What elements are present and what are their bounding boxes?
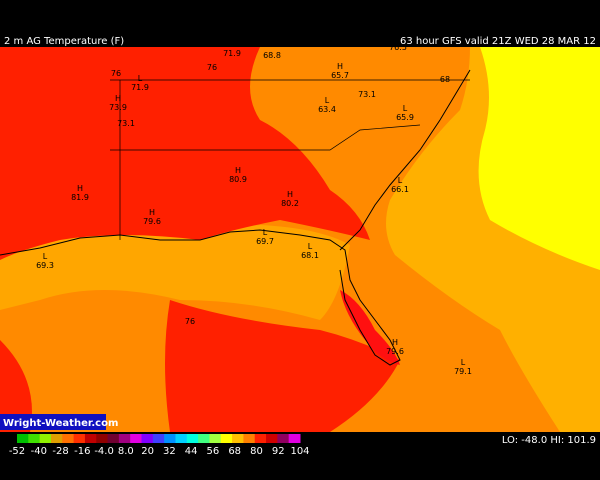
colorbar-swatch [254, 434, 267, 443]
marker-value: 71.9 [131, 83, 149, 92]
colorbar-swatch [17, 434, 29, 443]
marker-value: 71.9 [223, 49, 241, 58]
colorbar-swatch [288, 434, 301, 443]
colorbar-swatch [84, 434, 97, 443]
marker-value: 79.6 [143, 217, 161, 226]
temp-field [340, 290, 400, 365]
colorbar-swatch [39, 434, 52, 443]
colorbar-label: 20 [141, 446, 154, 457]
marker-value: 81.9 [71, 193, 89, 202]
colorbar-swatch [232, 434, 244, 443]
marker-symbol: H [149, 208, 155, 217]
colorbar-swatch [107, 434, 120, 443]
colorbar-swatch [73, 434, 86, 443]
colorbar-label: -40 [31, 446, 47, 457]
colorbar-swatch [28, 434, 41, 443]
colorbar-swatch [62, 434, 75, 443]
colorbar-label: 56 [207, 446, 220, 457]
marker-value: 66.1 [391, 185, 409, 194]
marker-symbol: L [308, 242, 313, 251]
marker-value: 73.9 [109, 103, 127, 112]
colorbar-swatch [209, 434, 222, 443]
marker-symbol: L [263, 228, 268, 237]
colorbar-swatch [198, 434, 210, 443]
model-info: 63 hour GFS valid 21Z WED 28 MAR 12 [400, 36, 596, 47]
colorbar-swatch [266, 434, 278, 443]
marker-value: 68 [440, 75, 450, 84]
colorbar-swatch [277, 434, 290, 443]
marker-symbol: H [287, 190, 293, 199]
marker-value: 63.4 [318, 105, 336, 114]
marker-value: 79.1 [454, 367, 472, 376]
marker-value: 76 [111, 69, 121, 78]
marker-symbol: L [138, 74, 143, 83]
marker-value: 73.1 [358, 90, 376, 99]
coastline [0, 229, 401, 366]
temp-field [0, 47, 370, 260]
marker-value: 69.3 [36, 261, 54, 270]
colorbar-label: 8.0 [118, 446, 134, 457]
brand: Wright-Weather.com [3, 418, 118, 429]
colorbar: -52 -40 -28 -16 -4.0 8.0 20 32 44 56 68 80 92 104 [9, 434, 310, 457]
colorbar-label: -52 [9, 446, 25, 457]
map-area [0, 47, 600, 432]
marker-symbol: H [115, 94, 121, 103]
marker-symbol: H [337, 62, 343, 71]
colorbar-swatch [175, 434, 188, 443]
marker-symbol: L [461, 358, 466, 367]
colorbar-swatch [141, 434, 154, 443]
colorbar-swatch [164, 434, 176, 443]
marker-value: 76 [207, 63, 217, 72]
colorbar-swatch [220, 434, 233, 443]
marker-symbol: L [230, 40, 235, 49]
extremes: LO: -48.0 HI: 101.9 [502, 435, 596, 446]
marker-value: 68.1 [301, 251, 319, 260]
colorbar-label: 68 [228, 446, 241, 457]
marker-value: 76 [185, 317, 195, 326]
marker-symbol: H [235, 166, 241, 175]
colorbar-label: 104 [290, 446, 309, 457]
colorbar-label: 80 [250, 446, 263, 457]
marker-value: 76.5 [389, 43, 407, 52]
marker-symbol: H [77, 184, 83, 193]
marker-value: 80.9 [229, 175, 247, 184]
marker-symbol: H [392, 338, 398, 347]
map-title: 2 m AG Temperature (F) [4, 36, 124, 47]
marker-value: 73.1 [117, 119, 135, 128]
colorbar-label: 92 [272, 446, 285, 457]
marker-symbol: L [43, 252, 48, 261]
colorbar-swatch [243, 434, 256, 443]
colorbar-swatch [186, 434, 199, 443]
marker-value: 65.9 [396, 113, 414, 122]
marker-symbol: L [398, 176, 403, 185]
colorbar-label: -16 [74, 446, 90, 457]
colorbar-label: 32 [163, 446, 176, 457]
colorbar-swatch [118, 434, 131, 443]
temp-field [478, 47, 600, 270]
brand-box [0, 414, 106, 430]
marker-symbol: L [325, 96, 330, 105]
colorbar-swatch [96, 434, 109, 443]
state-border [110, 124, 421, 151]
colorbar-swatch [50, 434, 63, 443]
colorbar-swatch [130, 434, 143, 443]
temp-field [0, 225, 350, 320]
colorbar-label: -4.0 [94, 446, 114, 457]
temp-field [165, 300, 400, 432]
marker-value: 80.2 [281, 199, 299, 208]
colorbar-label: 44 [185, 446, 198, 457]
marker-value: 65.7 [331, 71, 349, 80]
coastline [339, 69, 471, 251]
marker-value: 69.7 [256, 237, 274, 246]
marker-value: 68.8 [263, 51, 281, 60]
colorbar-label: -28 [52, 446, 68, 457]
marker-value: 79.6 [386, 347, 404, 356]
marker-symbol: L [403, 104, 408, 113]
temp-field [0, 340, 32, 432]
colorbar-swatch [152, 434, 165, 443]
